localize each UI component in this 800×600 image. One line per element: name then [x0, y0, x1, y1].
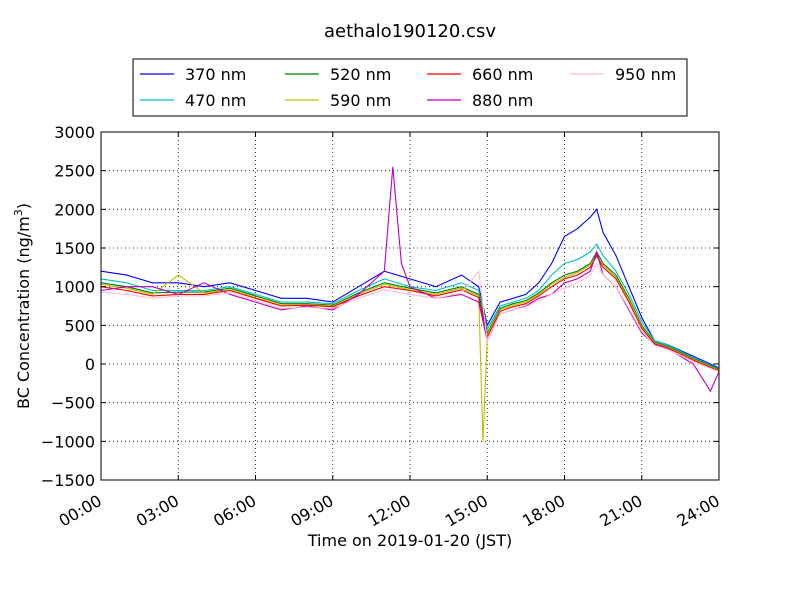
x-tick-label: 00:00 [56, 491, 105, 531]
x-tick-label: 12:00 [365, 491, 414, 531]
y-tick-label: −1000 [41, 432, 95, 451]
chart-title: aethalo190120.csv [324, 21, 496, 42]
x-tick-label: 06:00 [210, 491, 259, 531]
y-tick-label: 1500 [54, 239, 95, 258]
legend-label: 520 nm [330, 65, 391, 84]
x-axis-label: Time on 2019-01-20 (JST) [307, 531, 512, 550]
legend-label: 590 nm [330, 91, 391, 110]
y-axis-label: BC Concentration (ng/m3) [12, 203, 33, 409]
series-line-660-nm [100, 254, 720, 372]
series-line-470-nm [100, 243, 720, 370]
y-tick-label: 0 [85, 355, 95, 374]
y-tick-label: 3000 [54, 123, 95, 142]
y-tick-label: −500 [51, 394, 95, 413]
y-tick-label: 500 [64, 316, 95, 335]
legend-label: 470 nm [185, 91, 246, 110]
series-line-590-nm [100, 253, 720, 442]
x-tick-label: 09:00 [287, 491, 336, 531]
x-tick-label: 15:00 [442, 491, 491, 531]
legend: 370 nm 470 nm 520 nm 590 nm 660 nm 880 nm 950 … [132, 58, 688, 117]
x-tick-label: 24:00 [674, 491, 723, 531]
plot-area [100, 131, 720, 481]
series-line-370-nm [100, 208, 720, 369]
legend-label: 880 nm [472, 91, 533, 110]
y-tick-label: 2500 [54, 162, 95, 181]
legend-label: 370 nm [185, 65, 246, 84]
x-tick-label: 21:00 [596, 491, 645, 531]
y-axis-label-tail: ) [14, 203, 33, 209]
y-tick-label: 1000 [54, 278, 95, 297]
y-axis-label-main: BC Concentration (ng/m [14, 216, 33, 409]
series-line-520-nm [100, 250, 720, 370]
x-tick-label: 03:00 [133, 491, 182, 531]
legend-label: 950 nm [615, 65, 676, 84]
plot-frame [100, 131, 720, 481]
y-axis-label-superscript: 3 [12, 209, 25, 216]
x-tick-label: 18:00 [519, 491, 568, 531]
y-tick-label: 2000 [54, 200, 95, 219]
legend-label: 660 nm [472, 65, 533, 84]
series-line-950-nm [100, 262, 720, 373]
y-tick-label: −1500 [41, 471, 95, 490]
legend-frame [132, 58, 688, 117]
